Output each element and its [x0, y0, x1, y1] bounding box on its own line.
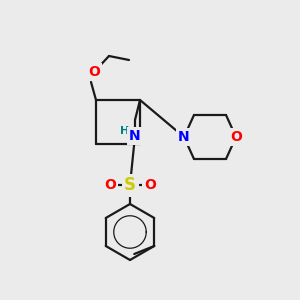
Text: H: H	[120, 126, 130, 136]
Text: N: N	[178, 130, 190, 144]
Text: S: S	[124, 176, 136, 194]
Text: O: O	[104, 178, 116, 192]
Text: N: N	[129, 129, 141, 143]
Text: O: O	[230, 130, 242, 144]
Text: O: O	[144, 178, 156, 192]
Text: O: O	[88, 65, 100, 79]
